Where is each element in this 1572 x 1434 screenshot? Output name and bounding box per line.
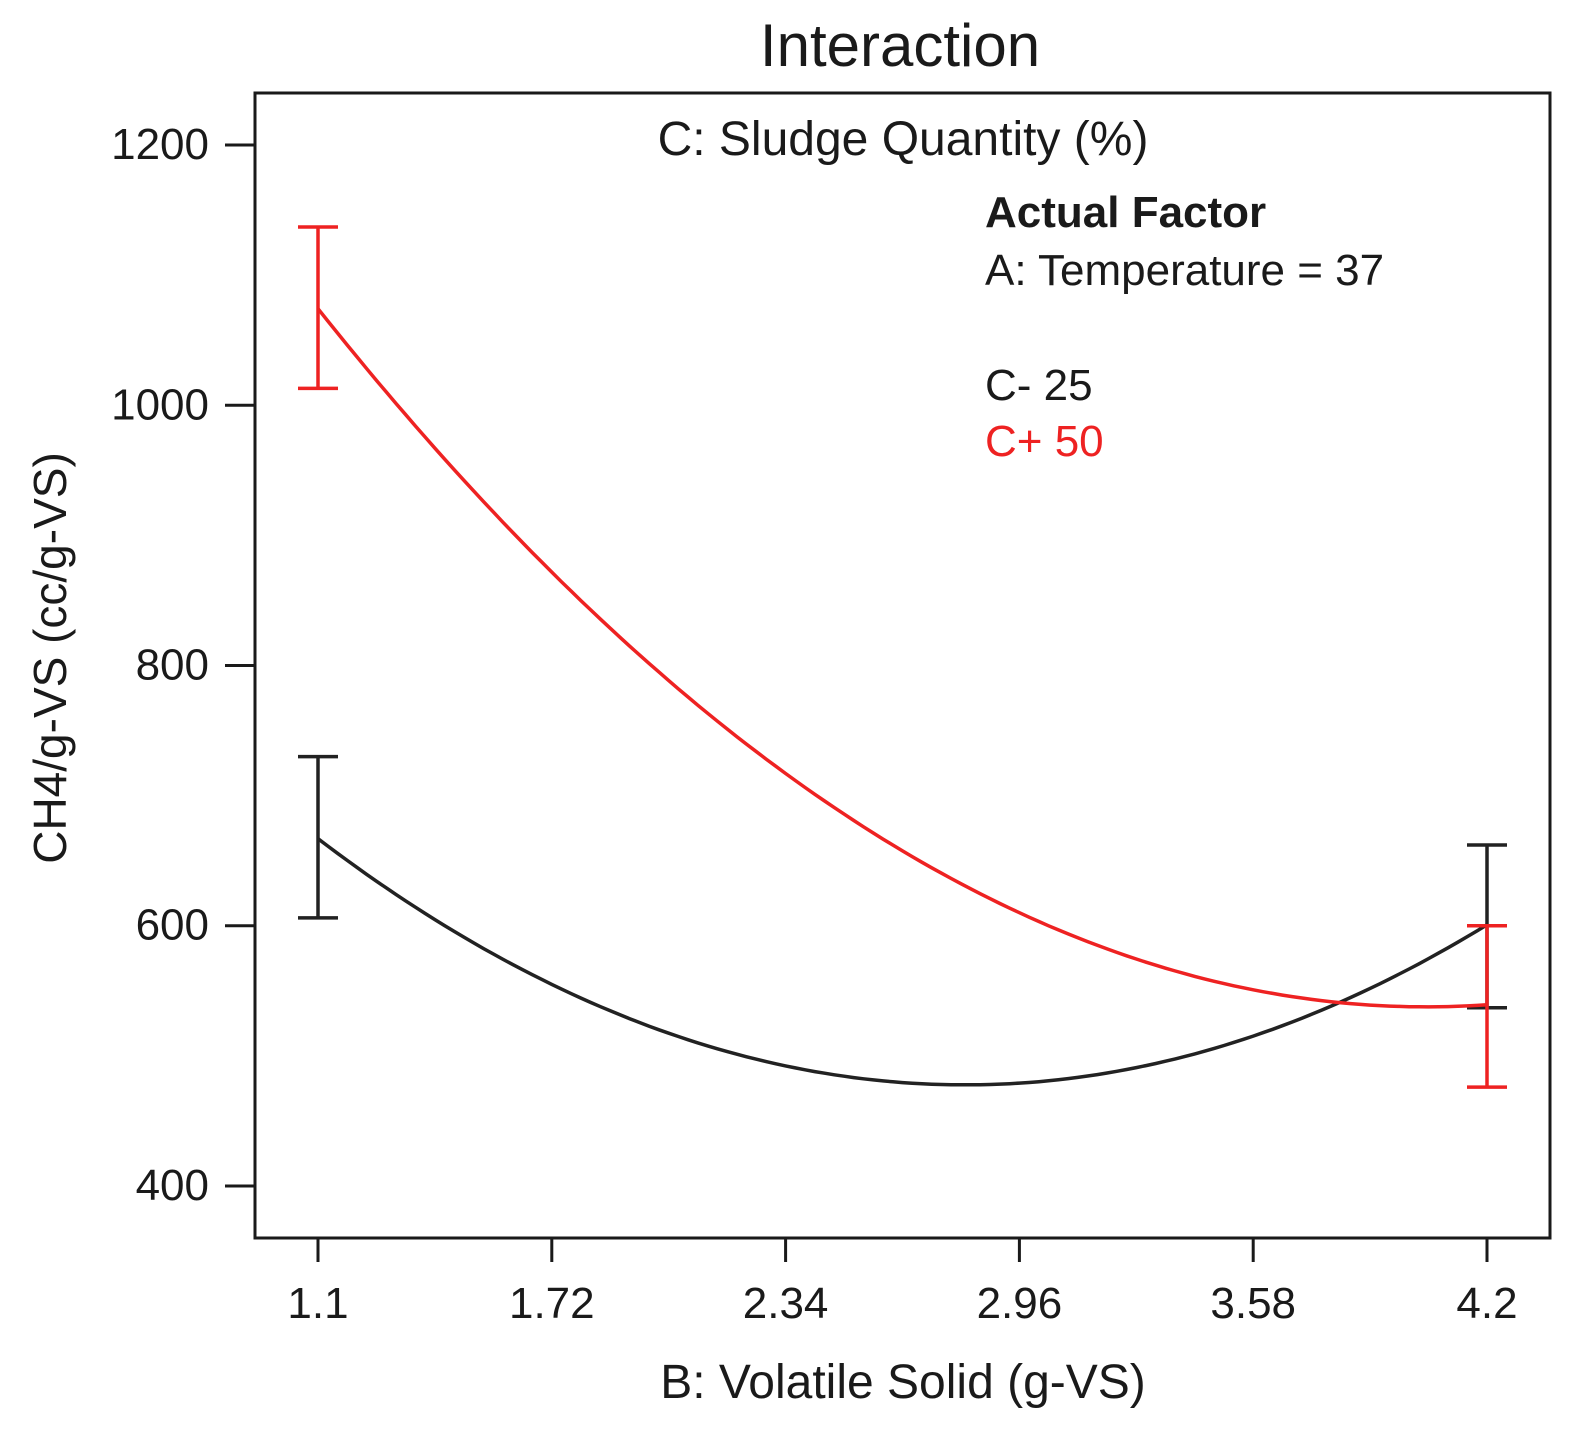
chart-subtitle: C: Sludge Quantity (%) <box>658 113 1149 166</box>
x-tick-label: 2.34 <box>743 1279 829 1328</box>
y-tick-label: 1000 <box>111 380 209 429</box>
annotation-heading: Actual Factor <box>985 188 1266 237</box>
error-bar <box>1467 923 1507 1089</box>
y-tick-label: 400 <box>136 1161 209 1210</box>
y-axis-label: CH4/g-VS (cc/g-VS) <box>24 452 76 864</box>
y-tick-label: 600 <box>136 901 209 950</box>
error-bar <box>298 225 338 391</box>
series-line-c-minus <box>316 837 1488 1087</box>
legend-c-plus: C+ 50 <box>985 417 1104 466</box>
x-tick-label: 1.72 <box>509 1279 595 1328</box>
x-tick-label: 4.2 <box>1456 1279 1517 1328</box>
y-tick-label: 800 <box>136 641 209 690</box>
x-tick-label: 3.58 <box>1210 1279 1296 1328</box>
series-line-c-plus <box>316 307 1488 1009</box>
x-axis-label: B: Volatile Solid (g-VS) <box>660 1356 1146 1409</box>
annotation-line: A: Temperature = 37 <box>985 246 1384 295</box>
x-tick-label: 1.1 <box>287 1279 348 1328</box>
y-tick-label: 1200 <box>111 120 209 169</box>
legend-c-minus: C- 25 <box>985 361 1093 410</box>
error-bar <box>298 754 338 920</box>
x-tick-label: 2.96 <box>977 1279 1063 1328</box>
chart-title: Interaction <box>760 12 1040 79</box>
